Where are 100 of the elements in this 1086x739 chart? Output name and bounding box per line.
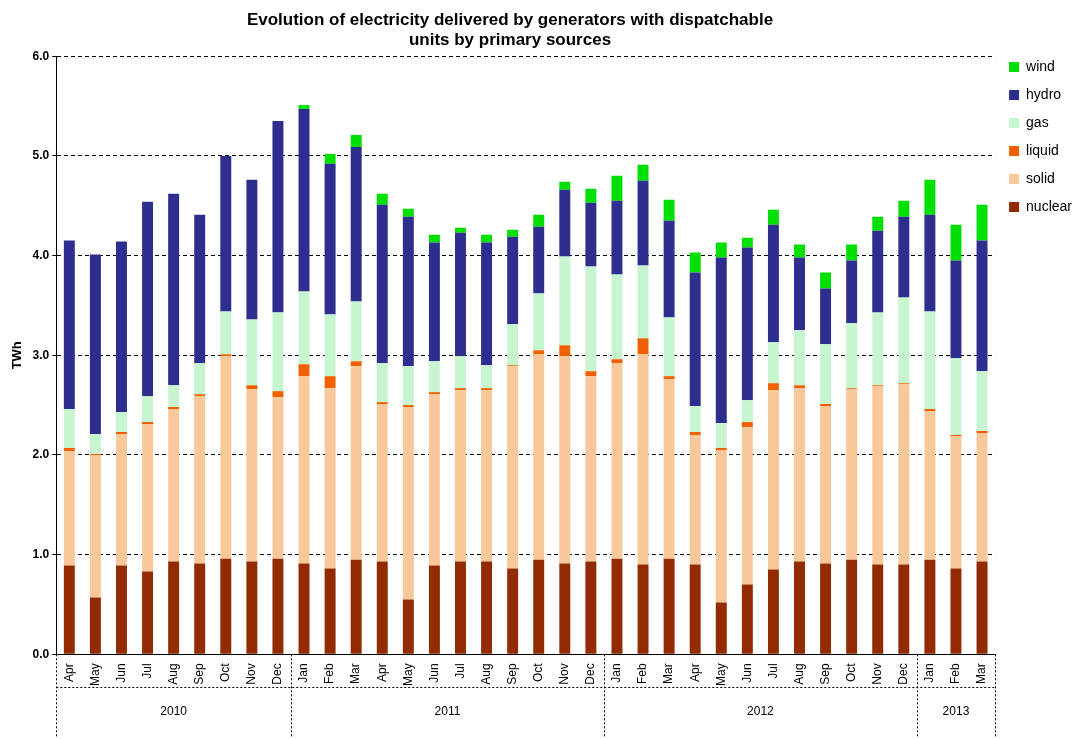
bar	[89, 454, 101, 598]
x-tick-label: Dec	[583, 663, 598, 685]
bar	[741, 400, 753, 423]
bar	[637, 180, 649, 266]
bar	[428, 234, 440, 243]
bar	[637, 164, 649, 181]
bar	[428, 361, 440, 393]
bar	[689, 432, 701, 436]
bar	[455, 232, 466, 357]
bar	[63, 447, 75, 451]
bar	[350, 134, 362, 147]
bar	[689, 252, 701, 273]
bar	[533, 214, 545, 227]
bar	[976, 204, 988, 241]
bar	[220, 558, 232, 654]
bar	[89, 254, 101, 435]
bar	[507, 236, 519, 325]
x-tick-label: Sep	[817, 663, 832, 685]
bar	[715, 423, 727, 448]
bar	[168, 409, 180, 562]
bar	[428, 394, 440, 566]
bar	[611, 558, 623, 654]
bar	[898, 297, 910, 384]
bar	[324, 568, 336, 654]
x-tick-label: Mar	[348, 663, 363, 684]
x-tick-label: Dec	[896, 663, 911, 685]
bar	[794, 561, 805, 654]
bar	[350, 361, 362, 367]
bar	[950, 358, 962, 436]
bar	[767, 569, 779, 654]
bar	[246, 179, 258, 320]
bar	[637, 338, 649, 355]
bar	[872, 230, 884, 313]
legend-label: gas	[1026, 113, 1049, 130]
bar	[272, 397, 284, 559]
bar	[350, 559, 362, 654]
bar	[846, 323, 858, 389]
bar	[350, 146, 362, 302]
bar	[246, 561, 258, 654]
bar	[168, 561, 180, 654]
bar	[481, 390, 493, 562]
bar	[924, 214, 936, 312]
bar	[585, 376, 597, 562]
bar	[376, 561, 388, 654]
bar	[194, 214, 206, 364]
bar	[272, 558, 284, 654]
bar	[950, 436, 962, 569]
bar	[715, 242, 727, 258]
bar	[820, 344, 832, 405]
bar	[689, 406, 701, 433]
legend-label: solid	[1026, 169, 1055, 186]
x-tick-label: Sep	[504, 663, 519, 685]
x-tick-label: Jan	[609, 663, 624, 683]
bar	[481, 365, 493, 389]
bar	[376, 404, 388, 562]
bar	[533, 226, 545, 294]
chart-title: Evolution of electricity delivered by generators with dispatchable units by primary sources	[245, 10, 775, 50]
y-tick-label: 4.0	[32, 247, 50, 262]
bar	[663, 220, 675, 318]
bar	[611, 200, 623, 275]
bar	[611, 359, 623, 364]
x-tick-label: Nov	[557, 663, 572, 685]
x-tick-label: Aug	[165, 663, 180, 685]
bar	[194, 563, 206, 654]
bar	[715, 257, 727, 424]
legend-label: hydro	[1026, 85, 1062, 102]
bar	[794, 330, 805, 386]
legend-label: nuclear	[1026, 197, 1073, 214]
bar	[585, 371, 597, 377]
bar	[715, 449, 727, 603]
bar	[533, 350, 545, 355]
x-tick-label: May	[87, 663, 102, 686]
x-tick-label: Jun	[739, 663, 754, 683]
bar	[663, 376, 675, 380]
bar	[872, 216, 884, 231]
bar	[637, 354, 649, 565]
bar	[220, 311, 232, 355]
bar	[63, 565, 75, 654]
bar	[924, 411, 936, 560]
bar	[820, 404, 832, 407]
y-tick-label: 0.0	[32, 646, 50, 661]
bar	[663, 199, 675, 221]
y-tick-label: 6.0	[32, 48, 50, 63]
bar	[846, 260, 858, 324]
bar	[794, 257, 805, 331]
bar	[559, 563, 571, 654]
bar	[741, 247, 753, 401]
bar	[976, 371, 988, 432]
x-tick-label: Oct	[218, 662, 233, 682]
bar	[481, 234, 493, 243]
bar	[898, 216, 910, 298]
bar	[142, 201, 154, 397]
bar	[611, 363, 623, 559]
x-tick-label: Apr	[374, 663, 389, 683]
x-tick-label: Dec	[270, 663, 285, 685]
bar	[898, 564, 910, 654]
bar	[846, 244, 858, 261]
bar	[741, 237, 753, 248]
bar	[611, 175, 623, 201]
bar	[298, 563, 310, 654]
